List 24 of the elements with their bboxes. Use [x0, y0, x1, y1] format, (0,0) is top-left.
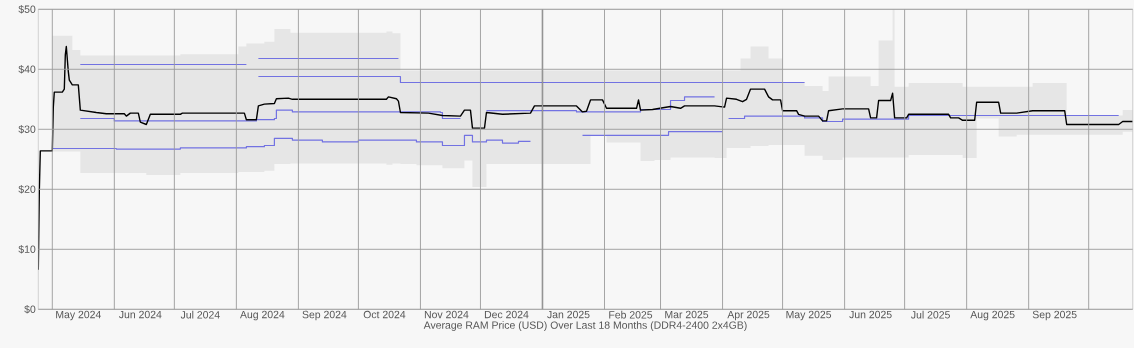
x-tick-label: Jun 2024: [118, 310, 162, 319]
x-tick-label: May 2025: [786, 310, 832, 321]
y-tick-label: $40: [18, 65, 36, 74]
x-tick-label: Apr 2025: [727, 310, 770, 321]
x-tick-label: Aug 2025: [970, 310, 1015, 321]
x-tick-label: Sep 2025: [1032, 310, 1077, 321]
y-tick-label: $10: [18, 245, 36, 254]
x-tick-label: Sep 2024: [302, 310, 347, 321]
x-tick-label: May 2024: [56, 310, 101, 321]
y-tick-label: $0: [24, 305, 36, 314]
x-axis-title: Average RAM Price (USD) Over Last 18 Months (DDR4-2400 2x4GB): [423, 321, 747, 331]
x-tick-label: Dec 2024: [484, 310, 529, 319]
x-tick-label: Jul 2025: [911, 310, 950, 319]
x-tick-label: Nov 2024: [424, 310, 469, 319]
x-tick-label: Jul 2024: [180, 310, 220, 319]
x-tick-label: Feb 2025: [609, 310, 653, 319]
x-tick-label: Aug 2024: [240, 310, 285, 321]
x-tick-label: Oct 2024: [363, 310, 406, 319]
x-tick-label: Jun 2025: [849, 310, 892, 319]
y-tick-label: $20: [18, 185, 36, 194]
y-tick-label: $30: [18, 125, 36, 134]
y-tick-label: $50: [18, 5, 36, 14]
x-tick-label: Jan 2025: [547, 310, 590, 319]
x-tick-label: Mar 2025: [665, 310, 709, 319]
